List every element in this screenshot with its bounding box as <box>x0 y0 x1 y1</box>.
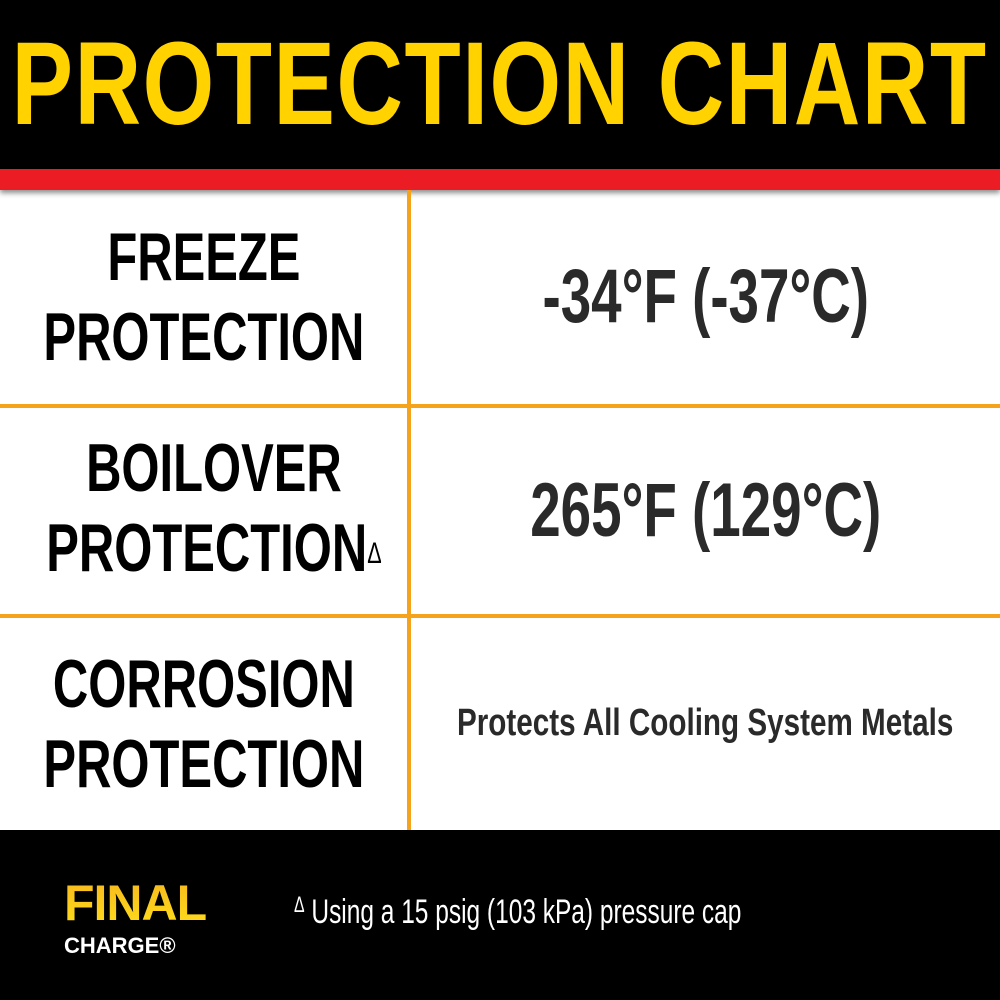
label-line: PROTECTION <box>45 510 367 587</box>
label-line: PROTECTION <box>43 726 364 802</box>
delta-icon: Δ <box>294 892 305 917</box>
column-divider <box>407 190 411 830</box>
red-band <box>0 169 1000 190</box>
row-divider <box>0 404 1000 408</box>
value-text: 265°F (129°C) <box>530 468 881 554</box>
label-line: CORROSION <box>52 646 355 722</box>
footnote-text: Using a 15 psig (103 kPa) pressure cap <box>311 893 742 931</box>
boilover-label: BOILOVER PROTECTIONΔ <box>0 408 407 614</box>
value-text: -34°F (-37°C) <box>542 254 869 340</box>
page-title: PROTECTION CHART <box>12 17 989 150</box>
label-line: FREEZE <box>106 219 301 295</box>
delta-icon: Δ <box>366 536 382 570</box>
footnote: Δ Using a 15 psig (103 kPa) pressure cap <box>294 892 741 933</box>
label-line: PROTECTION <box>43 299 364 375</box>
header: PROTECTION CHART <box>0 0 1000 169</box>
freeze-label: FREEZE PROTECTION <box>0 190 407 404</box>
logo-bottom: CHARGE® <box>64 933 176 958</box>
brand-logo: FINAL CHARGE® <box>64 874 207 959</box>
freeze-value: -34°F (-37°C) <box>411 190 1000 404</box>
boilover-value: 265°F (129°C) <box>411 408 1000 614</box>
footer: FINAL CHARGE® Δ Using a 15 psig (103 kPa… <box>0 830 1000 1000</box>
row-divider <box>0 614 1000 618</box>
value-text: Protects All Cooling System Metals <box>457 702 954 745</box>
label-line: BOILOVER <box>85 430 342 507</box>
corrosion-value: Protects All Cooling System Metals <box>411 618 1000 830</box>
logo-top: FINAL <box>64 875 207 931</box>
corrosion-label: CORROSION PROTECTION <box>0 618 407 830</box>
